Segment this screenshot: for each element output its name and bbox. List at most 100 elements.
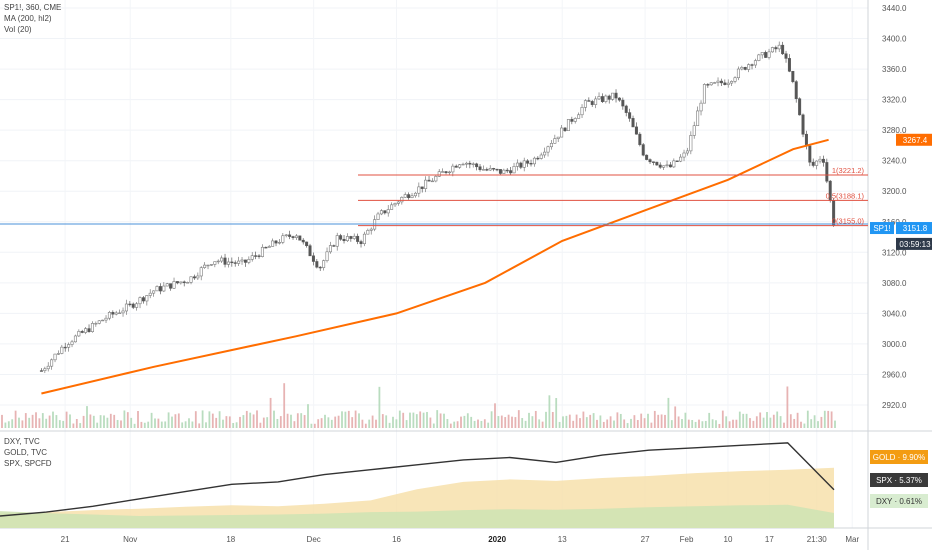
- candle: [798, 98, 802, 116]
- volume-bar: [562, 416, 564, 428]
- volume-bar: [752, 420, 755, 428]
- candle: [383, 210, 387, 214]
- candle: [60, 346, 64, 354]
- candle: [451, 165, 455, 173]
- volume-bar: [711, 419, 714, 428]
- volume-bar: [653, 410, 656, 428]
- volume-bar: [211, 413, 214, 428]
- candle: [478, 166, 482, 170]
- symbol-tag[interactable]: [870, 222, 894, 235]
- spx-line[interactable]: [0, 442, 835, 517]
- dxy-legend[interactable]: DXY, TVC: [4, 437, 40, 446]
- candle: [87, 328, 91, 332]
- candle: [230, 261, 234, 264]
- dxy-area[interactable]: [0, 504, 834, 528]
- candle: [573, 118, 577, 122]
- candle: [672, 160, 676, 168]
- symbol-legend[interactable]: SP1!, 360, CME: [4, 3, 62, 12]
- ma-legend[interactable]: MA (200, hl2): [4, 14, 52, 23]
- candle: [488, 168, 492, 171]
- volume-bar: [704, 420, 707, 428]
- price-tag[interactable]: [896, 222, 932, 235]
- candle: [600, 96, 604, 102]
- candle: [260, 246, 264, 257]
- candle: [301, 239, 305, 243]
- volume-bar: [188, 418, 190, 428]
- volume-bar: [31, 414, 34, 428]
- series-tag[interactable]: [870, 473, 928, 487]
- volume-bar: [65, 411, 68, 428]
- gold-legend[interactable]: GOLD, TVC: [4, 448, 47, 457]
- candle: [434, 176, 438, 182]
- y-tick-label: 3360.0: [882, 65, 907, 74]
- volume-bar: [11, 419, 14, 428]
- series-tag-text: GOLD · 9.90%: [873, 453, 925, 462]
- candle: [597, 96, 601, 100]
- candle: [291, 236, 295, 238]
- volume-bar: [242, 415, 245, 428]
- candle: [815, 160, 819, 166]
- candle: [740, 67, 744, 70]
- candle: [641, 144, 645, 156]
- volume-bar: [480, 420, 483, 428]
- volume-bar: [392, 416, 394, 428]
- price-tag-text: 3267.4: [903, 136, 928, 145]
- volume-bar: [256, 410, 258, 428]
- candle: [203, 264, 207, 268]
- volume-bar: [572, 420, 575, 428]
- volume-bar: [82, 415, 85, 428]
- volume-bar: [45, 418, 48, 428]
- candle: [604, 95, 608, 102]
- candle: [668, 164, 672, 168]
- candle: [726, 82, 730, 85]
- candle: [495, 168, 499, 171]
- candle: [526, 160, 530, 164]
- candle: [682, 152, 686, 158]
- price-tag[interactable]: [896, 133, 932, 146]
- volume-bar: [565, 415, 568, 428]
- volume-bar: [310, 423, 313, 428]
- volume-bar: [487, 422, 490, 428]
- volume-bar: [426, 411, 428, 428]
- volume-bar: [364, 423, 367, 428]
- moving-average-line[interactable]: [41, 138, 829, 395]
- candle: [427, 179, 431, 182]
- candle: [811, 161, 815, 166]
- candle: [77, 331, 81, 337]
- candle: [97, 320, 101, 324]
- series-tag[interactable]: [870, 494, 928, 508]
- candle: [821, 158, 825, 163]
- series-tag[interactable]: [870, 450, 928, 464]
- volume-bar: [89, 414, 92, 428]
- series-tag-text: SPX · 5.37%: [876, 476, 922, 485]
- volume-bar: [228, 416, 231, 428]
- candle: [284, 234, 288, 237]
- candle: [648, 159, 652, 163]
- volume-bar: [813, 415, 816, 428]
- candle: [713, 82, 717, 84]
- candle: [349, 236, 353, 239]
- volume-bar: [286, 413, 289, 428]
- volume-bar: [133, 423, 136, 428]
- candle: [655, 161, 659, 166]
- y-tick-label: 3400.0: [882, 35, 907, 44]
- volume-bar: [137, 410, 139, 428]
- volume-bar: [96, 422, 99, 428]
- volume-bar: [783, 422, 785, 428]
- candle: [614, 92, 618, 99]
- volume-legend[interactable]: Vol (20): [4, 25, 32, 34]
- candle: [209, 264, 213, 266]
- volume-bar: [35, 412, 37, 428]
- volume-bar: [320, 418, 323, 428]
- volume-bar: [160, 421, 163, 428]
- volume-bar: [371, 415, 374, 428]
- spx-legend[interactable]: SPX, SPCFD: [4, 459, 52, 468]
- candle: [485, 169, 489, 171]
- volume-bar: [534, 410, 537, 428]
- volume-bar: [650, 422, 653, 428]
- fib-level-label: 0(3155.0): [832, 217, 865, 226]
- candle: [298, 235, 302, 241]
- volume-bar: [208, 411, 211, 428]
- countdown-tag[interactable]: [896, 237, 932, 250]
